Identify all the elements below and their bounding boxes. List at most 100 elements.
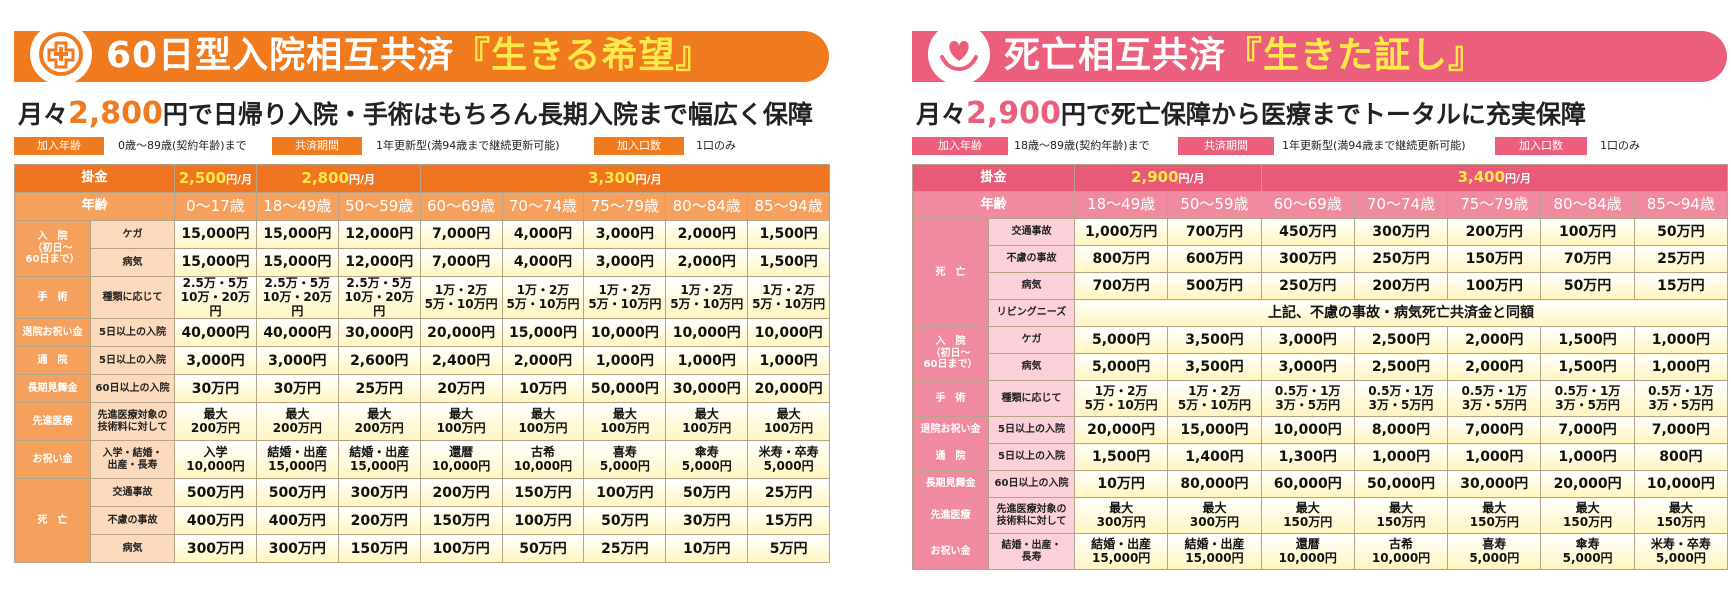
benefit-cell: 結婚・出産 15,000円	[1074, 533, 1169, 570]
benefit-cell: 1,000円	[1540, 443, 1635, 471]
benefit-cell: 450万円	[1260, 218, 1355, 246]
benefit-cell: 15万円	[747, 506, 831, 536]
row-subcategory: 先進医療対象の 技術料に対して	[987, 497, 1076, 534]
premium-unit: 円/月	[226, 172, 253, 186]
benefit-cell: 150万円	[501, 478, 585, 508]
row-category: 長期見舞金	[912, 470, 989, 498]
row-subcategory: 病気	[89, 534, 176, 564]
benefit-cell: 50万円	[1540, 272, 1635, 300]
benefit-cell: 50万円	[1633, 218, 1729, 246]
row-subcategory: 先進医療対象の 技術料に対して	[89, 402, 176, 442]
benefit-cell: 10万円	[1074, 470, 1169, 498]
table-row: 死 亡交通事故 1,000万円 700万円 450万円 300万円 200万円 100万円 5…	[912, 218, 1729, 327]
row-subcategory: 病気	[987, 272, 1076, 300]
benefit-cell: 1,500円	[1540, 353, 1635, 381]
age-cell: 50〜59歳	[337, 192, 421, 221]
row-subcategory: 交通事故	[987, 218, 1076, 246]
benefit-cell: 最大 300万円	[1167, 497, 1262, 534]
benefit-cell: 10,000円	[1260, 416, 1355, 444]
table-row: 病気 300万円 300万円 150万円 100万円 50万円 25万円 10万円 5万円	[15, 534, 831, 564]
benefit-cell: 古希 10,000円	[501, 440, 585, 480]
benefit-cell: 1,500円	[1540, 326, 1635, 354]
benefit-cell: 3,000円	[1260, 326, 1355, 354]
benefit-cell: 15,000円	[501, 318, 585, 348]
benefit-cell: 50,000円	[1353, 470, 1449, 498]
benefit-cell: 300万円	[1260, 245, 1355, 273]
row-subcategory: 5日以上の入院	[89, 318, 176, 348]
age-cell: 60〜69歳	[419, 192, 503, 221]
info-label-age: 加入年齢	[912, 137, 1008, 155]
premium-amount: 2,500	[178, 168, 227, 187]
benefit-cell: 5万円	[747, 534, 831, 564]
benefit-cell: 3,000円	[174, 346, 257, 376]
benefit-cell: 2,600円	[337, 346, 421, 376]
benefit-cell: 100万円	[1540, 218, 1635, 246]
benefit-cell: 4,000円	[501, 220, 585, 249]
premium-amount: 2,800	[301, 168, 349, 187]
table-row: 長期見舞金 60日以上の入院 10万円 80,000円 60,000円 50,000円 30…	[912, 470, 1729, 498]
benefit-cell: 25万円	[1633, 245, 1729, 273]
benefit-cell: 2,000円	[665, 220, 749, 249]
table-row: 手 術種類に応じて 1万・2万 5万・10万円 1万・2万 5万・10万円 0.5万・1万…	[912, 380, 1729, 417]
benefit-cell: 1,000円	[1447, 443, 1542, 471]
benefit-cell: 2,000円	[501, 346, 585, 376]
heart-hands-icon	[928, 23, 990, 85]
benefit-cell: 15万円	[1633, 272, 1729, 300]
benefit-cell: 10万円	[501, 374, 585, 404]
row-subcategory: 交通事故	[89, 478, 176, 508]
benefit-cell: 250万円	[1353, 245, 1449, 273]
age-cell: 60〜69歳	[1260, 191, 1355, 219]
age-cell: 70〜74歳	[1353, 191, 1449, 219]
benefit-cell: 3,000円	[1260, 353, 1355, 381]
premium-row: 掛金 2,500円/月 2,800円/月 3,300円/月	[13, 164, 831, 193]
benefit-cell: 50万円	[665, 478, 749, 508]
benefit-cell: 150万円	[337, 534, 421, 564]
row-subcategory: 入学・結婚・ 出産・長寿	[89, 440, 176, 480]
benefit-cell: 入学 10,000円	[174, 440, 257, 480]
row-category: 退院お祝い金	[14, 318, 91, 348]
benefit-cell: 1,000円	[747, 346, 831, 376]
row-category: 先進医療	[912, 497, 989, 534]
benefit-cell: 古希 10,000円	[1353, 533, 1449, 570]
table-row: 手 術種類に応じて 2.5万・5万 10万・20万円 2.5万・5万 10万・20万円 2…	[14, 275, 831, 320]
benefit-cell: 150万円	[419, 506, 503, 536]
benefit-cell: 2,500円	[1353, 353, 1449, 381]
info-label-units: 加入口数	[1495, 137, 1587, 155]
row-category: 退院お祝い金	[912, 416, 989, 444]
premium-unit: 円/月	[348, 172, 376, 186]
benefit-cell: 1,500円	[1074, 443, 1169, 471]
row-category: お祝い金	[912, 533, 989, 570]
benefit-cell: 1万・2万 5万・10万円	[501, 275, 585, 320]
benefit-cell: 2.5万・5万 10万・20万円	[255, 275, 339, 320]
premium-unit: 円/月	[635, 172, 662, 186]
row-subcategory: 5日以上の入院	[987, 443, 1076, 471]
benefit-cell: 最大 150万円	[1447, 497, 1542, 534]
benefit-cell: 最大 150万円	[1540, 497, 1635, 534]
info-value-age: 0歳〜89歳(契約年齢)まで	[118, 139, 247, 152]
benefit-cell: 1,000円	[1633, 326, 1729, 354]
hospital-plan-title: 60日型入院相互共済『生きる希望』	[106, 35, 713, 76]
benefit-cell: 10,000円	[1633, 470, 1729, 498]
benefit-cell: 3,000円	[583, 220, 667, 249]
benefit-cell: 20万円	[419, 374, 503, 404]
premium-amount: 3,300	[588, 168, 636, 187]
premium-amount: 2,900	[1131, 168, 1179, 187]
benefit-cell: 100万円	[419, 534, 503, 564]
benefit-cell: 10万円	[665, 534, 749, 564]
premium-label: 掛金	[911, 164, 1076, 192]
benefit-cell: 800万円	[1074, 245, 1169, 273]
benefit-cell: 最大 100万円	[747, 402, 831, 442]
benefit-cell: 1万・2万 5万・10万円	[1074, 380, 1169, 417]
hospital-plan-banner: 60日型入院相互共済『生きる希望』	[14, 23, 829, 85]
death-plan-info: 加入年齢 18歳〜89歳(契約年齢)まで 共済期間 1年更新型(満94歳まで継続…	[912, 137, 1727, 155]
benefit-cell: 2.5万・5万 10万・20万円	[337, 275, 421, 320]
info-label-units: 加入口数	[594, 137, 684, 155]
benefit-cell: 20,000円	[1074, 416, 1169, 444]
benefit-cell: 3,500円	[1167, 326, 1262, 354]
hospital-plan-tagline: 月々2,800円で日帰り入院・手術はもちろん長期入院まで幅広く保障	[18, 96, 813, 131]
age-cell: 50〜59歳	[1167, 191, 1262, 219]
benefit-cell: 最大 100万円	[419, 402, 503, 442]
benefit-cell: 40,000円	[255, 318, 339, 348]
benefit-cell: 50万円	[583, 506, 667, 536]
row-subcategory: 病気	[89, 248, 176, 277]
